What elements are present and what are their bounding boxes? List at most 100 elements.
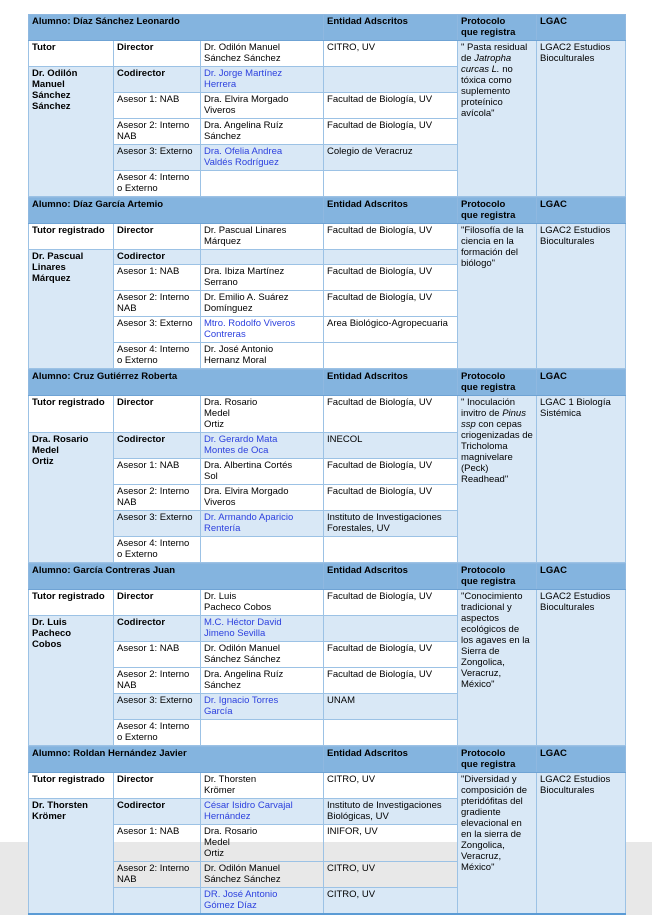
tutor-label: Tutor registrado [28,223,114,250]
person-link[interactable]: Dra. Ofelia Andrea Valdés Rodríguez [199,144,325,171]
table-row: Tutor registrado Director Dra. Rosario M… [28,395,626,563]
entity-name: Facultad de Biología, UV [323,484,458,511]
role-label: Asesor 1: NAB [113,824,201,862]
table-row: Dra. Rosario Medel Ortiz Codirector Dr. … [28,432,626,563]
table-row: Asesor 1: NAB Dra. Ibiza Martínez Serran… [29,264,626,291]
role-label: Asesor 4: Interno o Externo [113,536,201,563]
entity-name: INECOL [323,432,458,459]
entity-name: Facultad de Biología, UV [323,264,458,291]
protocolo-text: " Inoculación invitro de Pinus ssp con c… [457,395,537,563]
entidad-header: Entidad Adscritos [323,14,459,41]
person-link[interactable]: Dr. Ignacio Torres García [199,693,325,720]
person-link[interactable]: Dr. Armando Aparicio Rentería [200,510,324,537]
person-name: Dr. Odilón Manuel Sánchez Sánchez [200,861,324,888]
entity-name [323,170,459,197]
entity-name: Instituto de Investigaciones Forestales,… [323,510,458,537]
role-label [113,887,201,915]
entity-name: Facultad de Biología, UV [323,458,458,485]
entidad-header: Entidad Adscritos [323,563,459,590]
protocolo-text: "Diversidad y composición de pteridófita… [457,772,537,915]
entity-name: CITRO, UV [323,40,459,67]
table-row: Tutor registrado Director Dr. Thorsten K… [28,772,626,915]
role-label: Director [113,395,201,433]
role-label: Asesor 1: NAB [113,92,201,119]
section-header-row: Alumno: Roldan Hernández Javier Entidad … [28,746,626,773]
entity-name: Facultad de Biología, UV [323,641,459,668]
table-row: Asesor 3: Externo Dr. Armando Aparicio R… [29,510,626,537]
role-label: Asesor 3: Externo [113,144,201,171]
person-link[interactable]: Mtro. Rodolfo Viveros Contreras [200,316,324,343]
lgac-value: LGAC2 Estudios Bioculturales [536,223,626,369]
role-label: Asesor 1: NAB [113,458,201,485]
person-name: Dr. Odilón Manuel Sánchez Sánchez [199,641,325,668]
entity-name: Facultad de Biología, UV [323,589,459,616]
lgac-value: LGAC2 Estudios Bioculturales [536,589,627,746]
student-name-header: Alumno: Cruz Gutiérrez Roberta [28,369,324,396]
role-label: Asesor 2: Interno NAB [113,861,201,888]
person-link[interactable]: Dr. Gerardo Mata Montes de Oca [200,432,324,459]
person-name: Dra. Rosario Medel Ortiz [200,824,324,862]
table-row: Asesor 4: Interno o Externo Dr. José Ant… [29,342,626,369]
tutor-label: Tutor [28,40,114,67]
person-name: Dr. Emilio A. Suárez Domínguez [200,290,324,317]
table-row: Tutor registrado Director Dr. Luis Pache… [28,589,627,746]
entity-name [323,719,459,746]
entity-name: Instituto de Investigaciones Biológicas,… [323,798,458,825]
person-link[interactable]: DR. José Antonio Gómez Díaz [200,887,324,915]
entity-name: Facultad de Biología, UV [323,118,459,145]
person-name: Dra. Ibiza Martínez Serrano [200,264,324,291]
tutor-label: Tutor registrado [28,395,114,433]
tutor-name: Dr. Luis Pacheco Cobos [28,615,114,746]
role-label: Asesor 4: Interno o Externo [113,719,201,746]
lgac-header: LGAC [536,563,627,590]
table-row: Dr. Luis Pacheco Cobos Codirector M.C. H… [28,615,626,746]
person-name [199,170,325,197]
role-label: Codirector [113,66,201,93]
role-label: Asesor 2: Interno NAB [113,484,201,511]
table-row: Asesor 1: NAB Dr. Odilón Manuel Sánchez … [29,641,626,668]
table-row: Asesor 4: Interno o Externo [29,536,626,563]
person-name: Dr. Odilón Manuel Sánchez Sánchez [199,40,325,67]
tutor-name: Dra. Rosario Medel Ortiz [28,432,114,563]
table-row: Dr. Odilón Manuel Sánchez Sánchez Codire… [28,66,626,197]
person-name: Dra. Albertina Cortés Sol [200,458,324,485]
section-header-row: Alumno: Cruz Gutiérrez Roberta Entidad A… [28,369,626,396]
entity-name: Facultad de Biología, UV [323,667,459,694]
protocolo-header: Protocolo que registra [457,563,538,590]
person-name: Dra. Angelina Ruíz Sánchez [199,667,325,694]
student-name-header: Alumno: García Contreras Juan [27,563,325,590]
person-name: Dr. Pascual Linares Márquez [200,223,324,250]
person-link[interactable]: M.C. Héctor David Jimeno Sevilla [199,615,325,642]
table-row: Asesor 3: Externo Dr. Ignacio Torres Gar… [29,693,626,720]
table-row: Asesor 4: Interno o Externo [29,719,626,746]
role-label: Codirector [113,432,201,459]
person-link[interactable]: César Isidro Carvajal Hernández [200,798,324,825]
role-label: Asesor 3: Externo [113,510,201,537]
lgac-header: LGAC [536,197,626,224]
protocolo-header: Protocolo que registra [457,197,537,224]
entity-name: Facultad de Biología, UV [323,290,458,317]
student-section-5: Alumno: Roldan Hernández Javier Entidad … [28,746,626,915]
entity-name: Facultad de Biología, UV [323,92,459,119]
lgac-value: LGAC2 Estudios Bioculturales [536,772,626,915]
table-row: Tutor Director Dr. Odilón Manuel Sánchez… [28,40,627,197]
table-row: Dr. Pascual Linares Márquez Codirector [28,249,626,369]
person-name [200,249,324,265]
role-label: Asesor 4: Interno o Externo [113,170,201,197]
entity-name: Colegio de Veracruz [323,144,459,171]
entity-name [323,66,459,93]
role-label: Asesor 2: Interno NAB [113,118,201,145]
person-name: Dra. Angelina Ruíz Sánchez [199,118,325,145]
person-name: Dr. Thorsten Krömer [200,772,324,799]
table-row: Asesor 2: Interno NAB Dra. Angelina Ruíz… [29,118,626,145]
person-name [199,719,325,746]
role-label: Asesor 1: NAB [113,264,201,291]
person-name [200,536,324,563]
person-link[interactable]: Dr. Jorge Martínez Herrera [199,66,325,93]
role-label: Asesor 1: NAB [113,641,201,668]
tutor-label: Tutor registrado [28,772,114,799]
entity-name [323,249,458,265]
entity-name [323,536,458,563]
protocolo-header: Protocolo que registra [457,746,537,773]
person-name: Dr. José Antonio Hernanz Moral [200,342,324,369]
